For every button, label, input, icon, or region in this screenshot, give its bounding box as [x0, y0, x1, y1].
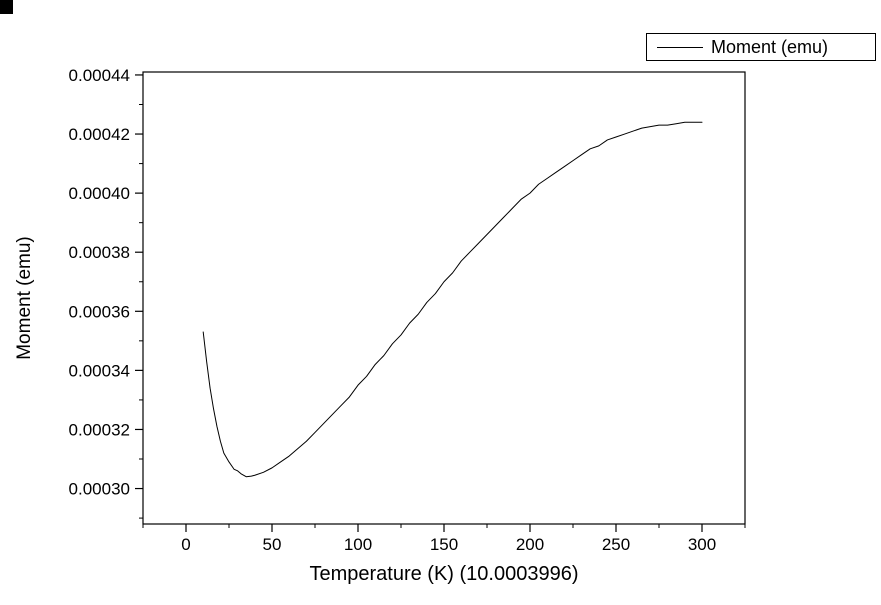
y-tick-label: 0.00032 — [69, 420, 130, 439]
window-corner-artifact — [0, 0, 13, 14]
legend-line-sample — [657, 46, 703, 48]
x-tick-label: 200 — [516, 535, 544, 554]
x-axis-title: Temperature (K) (10.0003996) — [309, 563, 579, 585]
y-tick-label: 0.00040 — [69, 184, 130, 203]
plot-frame — [142, 71, 746, 525]
y-tick-label: 0.00044 — [69, 66, 130, 85]
y-tick-label: 0.00030 — [69, 480, 130, 499]
y-tick-label: 0.00034 — [69, 361, 130, 380]
y-tick-label: 0.00038 — [69, 243, 130, 262]
series-moment — [202, 121, 703, 478]
x-axis-ticks: 0 50 100 150 200 250 300 — [142, 524, 746, 554]
data-line — [202, 121, 703, 478]
y-tick-label: 0.00036 — [69, 302, 130, 321]
y-axis-ticks: 0.00030 0.00032 0.00034 0.00036 0.00038 0.000… — [69, 66, 143, 519]
legend: Moment (emu) — [646, 33, 876, 61]
x-tick-label: 0 — [181, 535, 190, 554]
x-tick-label: 250 — [602, 535, 630, 554]
y-axis-title-text: Moment (emu) — [14, 236, 35, 360]
x-tick-label: 50 — [263, 535, 282, 554]
x-tick-label: 100 — [344, 535, 372, 554]
legend-label: Moment (emu) — [711, 36, 829, 57]
x-tick-label: 300 — [688, 535, 716, 554]
y-tick-label: 0.00042 — [69, 125, 130, 144]
x-tick-label: 150 — [430, 535, 458, 554]
